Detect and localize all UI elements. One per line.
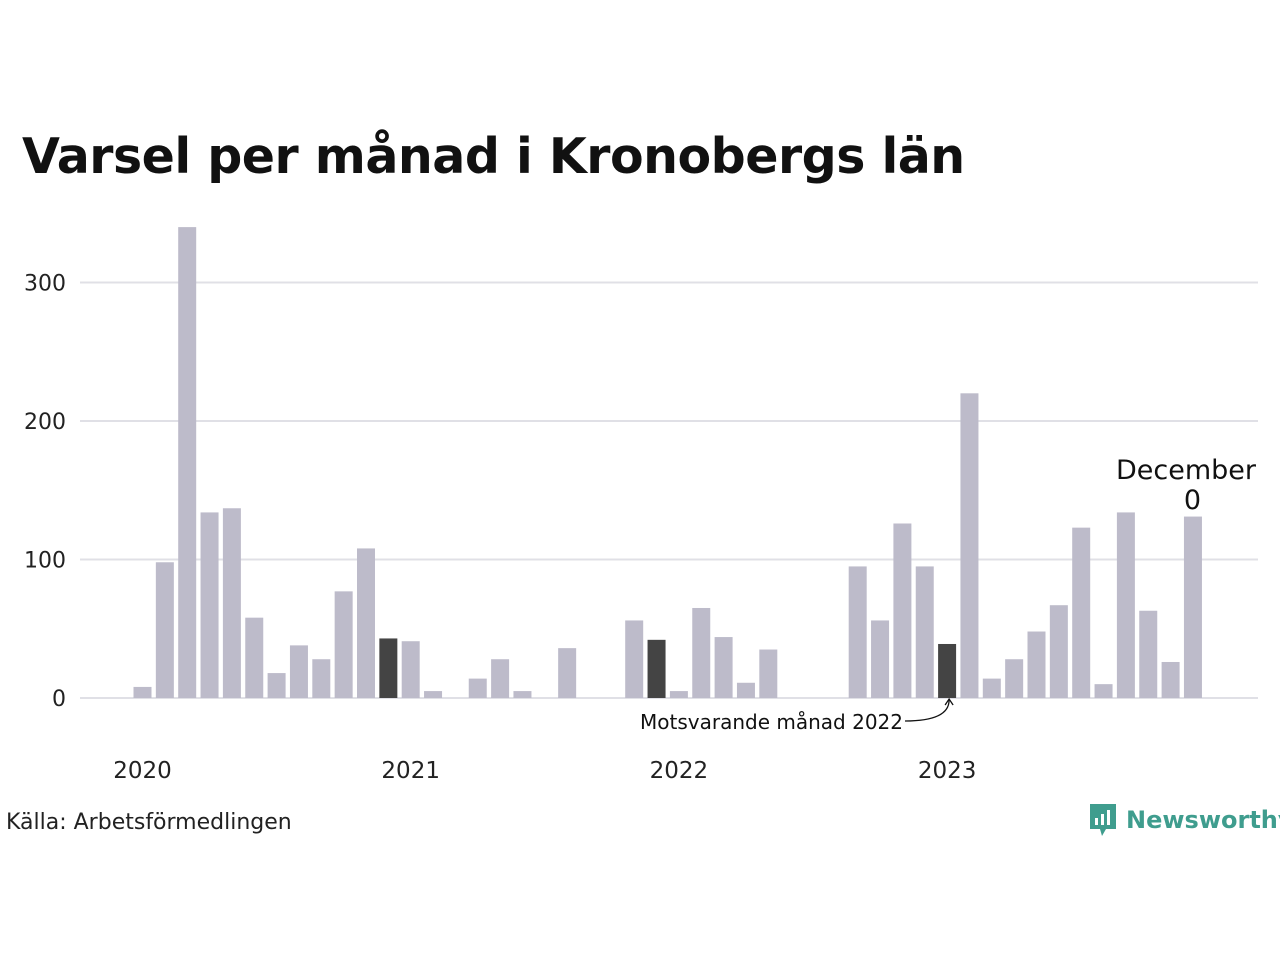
y-tick-label: 100 [24,549,66,574]
x-axis-ticks: 2020 2021 2022 2023 [113,758,976,784]
y-tick-label: 300 [24,272,66,297]
bar-2022-09 [848,566,867,698]
bar-2020-02 [155,562,174,698]
y-tick-label: 200 [24,410,66,435]
bar-2022-03 [714,637,733,698]
bar-2020-07 [267,673,286,698]
bar-2021-05 [491,659,510,698]
bar-2020-12 [379,638,398,698]
bar-2022-01 [669,691,688,698]
bar-2021-08 [558,648,577,698]
bar-2021-06 [513,691,532,698]
bar-2023-12 [1183,516,1202,698]
bar-2020-04 [200,512,219,698]
bar-2023-04 [1005,659,1024,698]
bar-2021-04 [468,678,487,698]
x-tick-label: 2021 [381,758,440,784]
bar-2023-08 [1094,684,1113,698]
bar-2023-06 [1049,605,1068,698]
source-note: Källa: Arbetsförmedlingen [6,810,292,835]
bar-2023-03 [982,678,1001,698]
last-month-label: December [1116,455,1257,486]
bar-2020-03 [178,227,197,698]
bars [133,227,1202,698]
bar-2023-10 [1139,610,1158,698]
bar-2021-01 [401,641,420,698]
bar-2021-12 [647,639,666,698]
bar-2022-10 [871,620,890,698]
bar-2020-06 [245,617,264,698]
bar-2022-12 [915,566,934,698]
brand-logo: Newsworthy [1088,802,1280,838]
bar-2020-10 [334,591,353,698]
bar-2020-01 [133,686,152,698]
bar-2021-02 [424,691,443,698]
bar-2023-09 [1116,512,1135,698]
bar-2021-11 [625,620,644,698]
bar-2020-08 [289,645,308,698]
bar-2023-11 [1161,661,1180,698]
bar-2020-05 [222,508,241,698]
bar-2023-07 [1072,527,1091,698]
brand-name: Newsworthy [1126,806,1280,834]
x-tick-label: 2022 [650,758,709,784]
bar-2020-11 [357,548,375,698]
annotation-label: Motsvarande månad 2022 [640,710,903,734]
bar-2020-09 [312,659,331,698]
y-tick-label: 0 [52,687,66,712]
bar-2023-05 [1027,631,1046,698]
last-month-value: 0 [1184,485,1201,516]
chart-title: Varsel per månad i Kronobergs län [22,128,965,185]
annotation-arrow [904,699,950,722]
x-tick-label: 2020 [113,758,172,784]
x-tick-label: 2023 [918,758,977,784]
annotation-arrowhead [944,697,954,706]
newsworthy-logo-icon [1090,804,1116,836]
bar-2022-04 [736,682,755,698]
bar-2022-05 [759,649,778,698]
bar-2022-02 [692,607,711,698]
bar-2022-11 [893,523,912,698]
y-axis-ticks: 0 100 200 300 [24,272,66,713]
bar-2023-01 [938,643,957,698]
bar-2023-02 [960,393,979,698]
